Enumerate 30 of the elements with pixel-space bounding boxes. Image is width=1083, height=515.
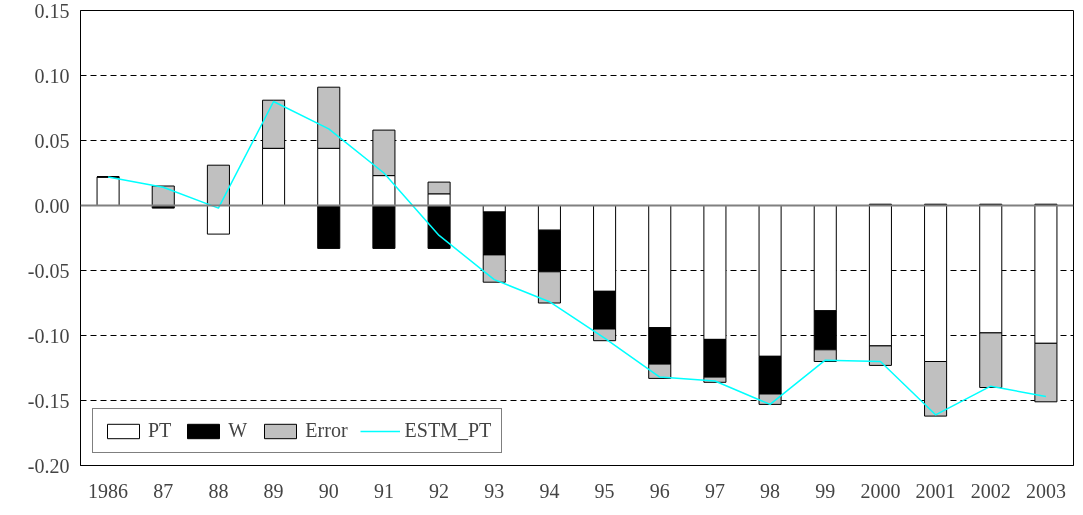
x-tick-label: 2002 [970,479,1011,502]
x-tick-label: 95 [594,479,615,502]
legend-label: Error [305,419,348,442]
y-tick-label: 0.10 [34,64,70,87]
y-tick-label: -0.10 [27,324,70,347]
y-tick-label: -0.15 [27,389,70,412]
x-tick-label: 88 [208,479,229,502]
x-tick-label: 91 [373,479,394,502]
x-tick-label: 98 [760,479,781,502]
x-tick-label: 2000 [860,479,901,502]
x-tick-label: 92 [429,479,450,502]
y-tick-label: -0.05 [27,259,70,282]
y-tick-label: -0.20 [27,454,70,477]
x-tick-label: 97 [704,479,725,502]
y-tick-label: 0.05 [34,129,70,152]
legend-label: W [228,419,249,442]
x-tick-label: 2003 [1025,479,1066,502]
x-tick-label: 99 [815,479,836,502]
x-tick-label: 93 [484,479,505,502]
y-tick-label: 0.15 [34,0,70,22]
x-tick-label: 87 [153,479,174,502]
x-tick-label: 96 [649,479,670,502]
legend-label: PT [148,419,172,442]
y-tick-label: 0.00 [34,194,70,217]
x-tick-label: 2001 [915,479,956,502]
x-tick-label: 1986 [88,479,129,502]
x-tick-label: 90 [318,479,339,502]
x-tick-label: 94 [539,479,560,502]
legend-label: ESTM_PT [404,419,492,442]
x-tick-label: 89 [263,479,284,502]
